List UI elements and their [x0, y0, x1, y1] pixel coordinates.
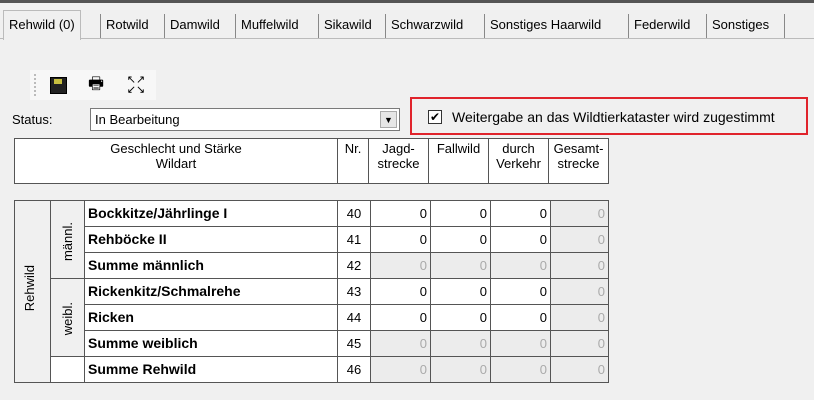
group-species-label: Rehwild — [22, 265, 37, 312]
status-value: In Bearbeitung — [95, 112, 180, 127]
group-male — [50, 200, 85, 279]
fallwild-input: 0 — [430, 252, 491, 279]
save-button[interactable] — [44, 72, 72, 98]
jagdstrecke-input[interactable]: 0 — [370, 226, 431, 253]
group-female — [50, 278, 85, 357]
gesamtstrecke-input: 0 — [550, 200, 609, 227]
gesamtstrecke-input: 0 — [550, 278, 609, 305]
status-label: Status: — [12, 112, 53, 127]
row-nr: 43 — [337, 278, 371, 305]
row-nr: 45 — [337, 330, 371, 357]
row-nr: 44 — [337, 304, 371, 331]
fallwild-input: 0 — [430, 356, 491, 383]
tab-schwarzwild[interactable]: Schwarzwild — [385, 14, 468, 38]
jagdstrecke-input[interactable]: 0 — [370, 200, 431, 227]
toolbar-grip[interactable] — [34, 74, 37, 96]
header-nr: Nr. — [337, 138, 369, 184]
jagdstrecke-input[interactable]: 0 — [370, 304, 431, 331]
row-name: Summe Rehwild — [84, 356, 338, 383]
fullscreen-icon: ↖↗ ↙↘ — [126, 74, 146, 96]
jagdstrecke-input: 0 — [370, 330, 431, 357]
consent-checkbox[interactable]: ✔ — [428, 110, 442, 124]
verkehr-input: 0 — [490, 330, 551, 357]
header-jagd: Jagd- strecke — [368, 138, 429, 184]
group-species — [14, 200, 51, 383]
jagdstrecke-input[interactable]: 0 — [370, 278, 431, 305]
tab-sonstiges[interactable]: Sonstiges — [706, 14, 774, 38]
header-fallwild: Fallwild — [428, 138, 489, 184]
gesamtstrecke-input: 0 — [550, 226, 609, 253]
header-verkehr: durch Verkehr — [488, 138, 549, 184]
fallwild-input: 0 — [430, 330, 491, 357]
tab-rotwild[interactable]: Rotwild — [100, 14, 154, 38]
consent-highlight — [410, 97, 808, 135]
tab-separator — [784, 14, 786, 38]
fallwild-input[interactable]: 0 — [430, 278, 491, 305]
save-icon — [49, 76, 67, 94]
group-female-label: weibl. — [60, 302, 75, 336]
fallwild-input[interactable]: 0 — [430, 304, 491, 331]
tab-federwild[interactable]: Federwild — [628, 14, 695, 38]
verkehr-input[interactable]: 0 — [490, 304, 551, 331]
gesamtstrecke-input: 0 — [550, 356, 609, 383]
tab-sonstiges-haarwild[interactable]: Sonstiges Haarwild — [484, 14, 606, 38]
row-nr: 40 — [337, 200, 371, 227]
fallwild-input[interactable]: 0 — [430, 200, 491, 227]
row-nr: 42 — [337, 252, 371, 279]
jagdstrecke-input: 0 — [370, 252, 431, 279]
row-name: Ricken — [84, 304, 338, 331]
tab-muffelwild[interactable]: Muffelwild — [235, 14, 304, 38]
verkehr-input[interactable]: 0 — [490, 226, 551, 253]
row-nr: 41 — [337, 226, 371, 253]
row-name: Rehböcke II — [84, 226, 338, 253]
row-name: Summe männlich — [84, 252, 338, 279]
row-name: Rickenkitz/Schmalrehe — [84, 278, 338, 305]
tab-rehwild-[interactable]: Rehwild (0) — [3, 10, 81, 40]
verkehr-input[interactable]: 0 — [490, 200, 551, 227]
jagdstrecke-input: 0 — [370, 356, 431, 383]
row-name: Summe weiblich — [84, 330, 338, 357]
fullscreen-button[interactable]: ↖↗ ↙↘ — [122, 72, 150, 98]
group-male-label: männl. — [60, 222, 75, 262]
tab-damwild[interactable]: Damwild — [164, 14, 225, 38]
verkehr-input: 0 — [490, 252, 551, 279]
print-icon: 🖶 — [87, 73, 105, 93]
consent-label[interactable]: Weitergabe an das Wildtierkataster wird … — [452, 109, 775, 125]
window-top-border — [0, 0, 814, 3]
fallwild-input[interactable]: 0 — [430, 226, 491, 253]
chevron-down-icon[interactable]: ▼ — [380, 111, 397, 128]
print-button[interactable]: 🖶 — [82, 72, 110, 98]
row-name: Bockkitze/Jährlinge I — [84, 200, 338, 227]
status-select[interactable]: In Bearbeitung ▼ — [90, 108, 400, 131]
gesamtstrecke-input: 0 — [550, 304, 609, 331]
header-name: Geschlecht und Stärke Wildart — [14, 138, 338, 184]
header-gesamt: Gesamt- strecke — [548, 138, 609, 184]
group-total — [50, 356, 85, 383]
gesamtstrecke-input: 0 — [550, 252, 609, 279]
tab-divider — [0, 38, 814, 39]
row-nr: 46 — [337, 356, 371, 383]
tab-sikawild[interactable]: Sikawild — [318, 14, 377, 38]
verkehr-input: 0 — [490, 356, 551, 383]
gesamtstrecke-input: 0 — [550, 330, 609, 357]
verkehr-input[interactable]: 0 — [490, 278, 551, 305]
